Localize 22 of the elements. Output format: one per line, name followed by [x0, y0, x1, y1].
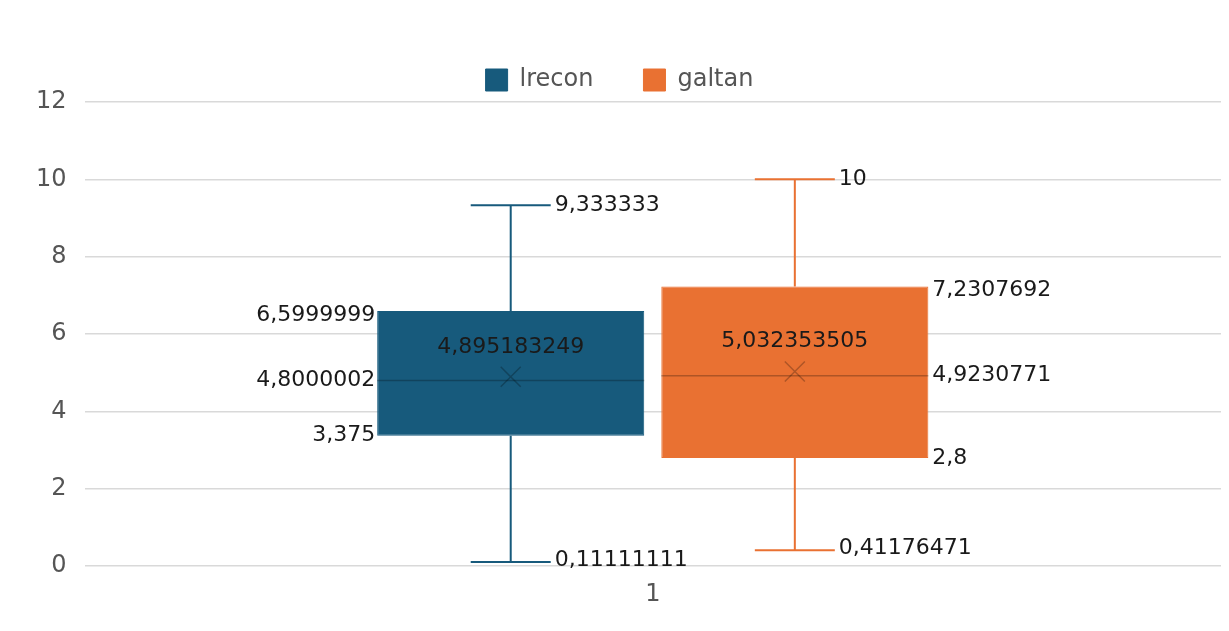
annotation: 3,375 [312, 421, 376, 447]
annotation: 5,032353505 [721, 327, 869, 353]
x-tick-label: 1 [645, 578, 661, 607]
y-tick-label: 10 [35, 163, 67, 192]
annotation: 4,9230771 [932, 361, 1052, 387]
y-tick-label: 8 [51, 240, 67, 269]
annotation: 4,8000002 [256, 366, 376, 392]
annotation: 7,2307692 [932, 276, 1052, 302]
legend-label: lrecon [519, 64, 594, 93]
legend-label: galtan [677, 64, 754, 93]
y-tick-label: 12 [35, 86, 67, 115]
y-tick-label: 2 [51, 473, 67, 502]
y-tick-label: 0 [51, 550, 67, 579]
annotation: 9,333333 [554, 190, 660, 216]
annotation: 6,5999999 [256, 300, 376, 326]
annotation: 2,8 [932, 443, 968, 469]
y-tick-label: 4 [51, 395, 67, 424]
annotation: 4,895183249 [437, 332, 585, 358]
annotation: 10 [838, 165, 867, 191]
y-tick-label: 6 [51, 318, 67, 347]
annotation: 0,11111111 [554, 545, 688, 571]
annotation: 0,41176471 [838, 533, 972, 559]
